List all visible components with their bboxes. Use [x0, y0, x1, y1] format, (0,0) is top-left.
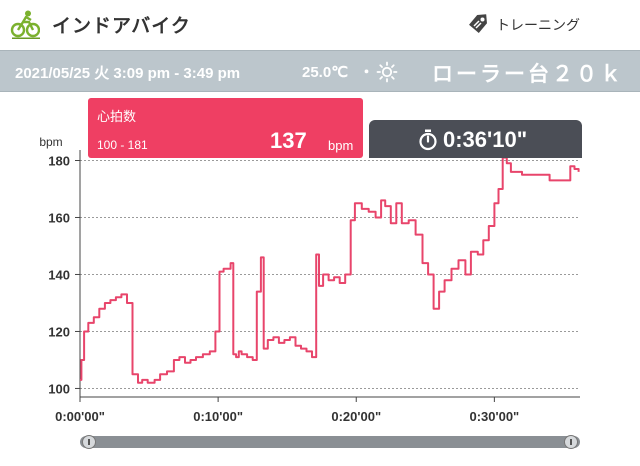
elapsed-time-value: 0:36'10" — [443, 127, 528, 152]
x-tick-label: 0:20'00" — [331, 409, 381, 424]
sun-icon — [376, 61, 398, 83]
workout-name: ローラー台２０ｋｍ — [432, 63, 624, 116]
y-tick-label: 120 — [48, 324, 70, 339]
heart-rate-title: 心拍数 — [97, 109, 137, 124]
y-axis-label: bpm — [39, 135, 62, 149]
stopwatch-icon — [419, 129, 437, 151]
heart-rate-range: 100 - 181 — [97, 138, 148, 152]
app-header: インドアバイク トレーニング — [0, 0, 640, 50]
x-tick-label: 0:30'00" — [469, 409, 519, 424]
cyclist-icon — [10, 10, 40, 39]
heart-rate-unit: bpm — [328, 138, 354, 153]
temperature: 25.0℃ — [302, 64, 349, 81]
heart-rate-value: 137 — [270, 128, 307, 153]
heart-rate-card: 心拍数 100 - 181 137 bpm — [88, 98, 363, 158]
session-datetime: 2021/05/25 火 3:09 pm - 3:49 pm — [15, 65, 241, 82]
x-tick-label: 0:10'00" — [193, 409, 243, 424]
heart-rate-chart: 100 120 140 160 180 bpm 0:00'00" 0:10'00" 0:20'0… — [39, 135, 580, 424]
timeline-scrollbar[interactable] — [80, 435, 580, 449]
x-tick-label: 0:00'00" — [55, 409, 105, 424]
range-start-handle[interactable] — [82, 435, 96, 449]
y-tick-label: 100 — [48, 381, 70, 396]
category-tag-label[interactable]: トレーニング — [496, 17, 580, 33]
heart-rate-series-line — [80, 156, 580, 384]
separator: ・ — [359, 64, 375, 81]
tag-icon[interactable] — [466, 12, 490, 36]
y-tick-label: 140 — [48, 267, 70, 282]
app-title: インドアバイク — [52, 16, 191, 37]
y-tick-label: 160 — [48, 210, 70, 225]
elapsed-time-card: 0:36'10" — [369, 120, 582, 158]
y-tick-label: 180 — [48, 153, 70, 168]
session-info-bar: 2021/05/25 火 3:09 pm - 3:49 pm 25.0℃ ・ ロ… — [0, 50, 640, 116]
range-end-handle[interactable] — [564, 435, 578, 449]
